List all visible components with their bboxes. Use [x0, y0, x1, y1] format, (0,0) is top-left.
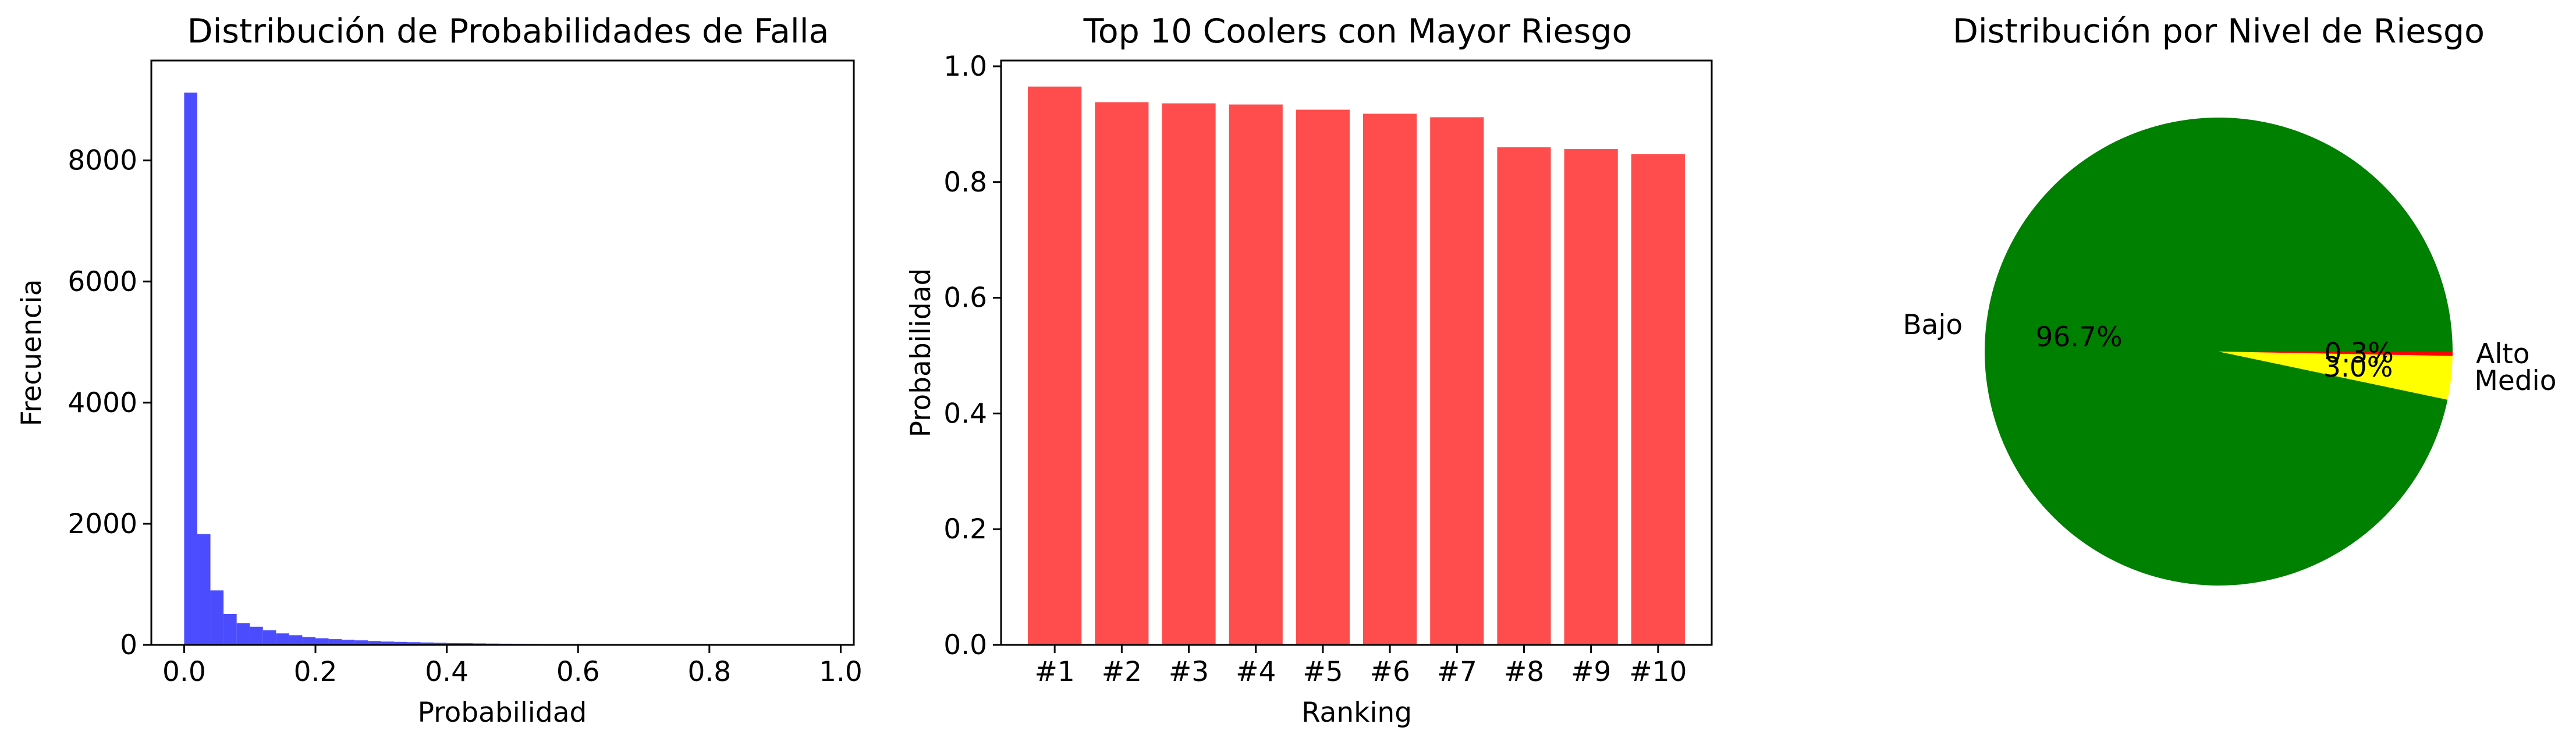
histogram-bar	[315, 638, 329, 645]
histogram-plot-frame	[150, 59, 855, 646]
pie-percent-label: 3.0%	[2323, 352, 2393, 384]
bar-chart-y-ticks: 0.0 0.2 0.4 0.6 0.8 1.0	[943, 51, 1001, 661]
bar	[1296, 109, 1350, 645]
x-tick-label: #9	[1571, 656, 1611, 688]
y-tick-label: 8000	[68, 145, 137, 177]
histogram-bar	[262, 630, 276, 645]
histogram-bar	[289, 635, 303, 645]
histogram-bar	[381, 641, 395, 645]
histogram-bar	[236, 623, 250, 645]
histogram-x-ticks: 0.0 0.2 0.4 0.6 0.8 1.0	[162, 645, 863, 688]
bar	[1028, 86, 1082, 645]
y-tick-label: 6000	[68, 266, 137, 298]
x-tick-label: #8	[1504, 656, 1544, 688]
x-tick-label: #6	[1369, 656, 1410, 688]
bar	[1430, 117, 1484, 645]
pie-category-label: Alto	[2476, 338, 2529, 370]
x-tick-label: 0.4	[425, 656, 469, 688]
y-tick-label: 0.8	[943, 166, 987, 198]
histogram-bar	[184, 93, 197, 645]
y-tick-label: 0.0	[943, 629, 987, 661]
x-tick-label: 0.8	[687, 656, 731, 688]
bar	[1564, 149, 1618, 645]
histogram-bar	[302, 637, 316, 645]
y-tick-label: 0.6	[943, 282, 987, 314]
x-tick-label: #7	[1437, 656, 1477, 688]
histogram-panel: Distribución de Probabilidades de Falla …	[16, 12, 863, 729]
histogram-bar	[446, 643, 460, 645]
histogram-bar	[342, 640, 355, 645]
pie-chart-labels: Bajo 96.7% Medio 3.0% Alto 0.3%	[1903, 309, 2556, 397]
x-tick-label: #5	[1303, 656, 1343, 688]
histogram-bar	[407, 642, 421, 645]
histogram-bar	[368, 641, 381, 645]
histogram-bar	[197, 534, 211, 645]
x-tick-label: #1	[1035, 656, 1075, 688]
pie-percent-label: 0.3%	[2324, 337, 2393, 369]
bar-chart-x-label: Ranking	[1301, 697, 1412, 729]
x-tick-label: 0.0	[162, 656, 206, 688]
pie-chart-title: Distribución por Nivel de Riesgo	[1953, 12, 2485, 51]
histogram-y-ticks: 0 2000 4000 6000 8000	[68, 145, 151, 661]
bar	[1631, 154, 1685, 645]
x-tick-label: #10	[1629, 656, 1687, 688]
pie-category-label: Bajo	[1903, 309, 1963, 341]
bar	[1162, 103, 1216, 645]
x-tick-label: 0.2	[294, 656, 338, 688]
histogram-bar	[394, 641, 407, 645]
pie-chart-panel: Distribución por Nivel de Riesgo Bajo 96.…	[1903, 12, 2557, 586]
x-tick-label: 1.0	[819, 656, 863, 688]
histogram-bar	[420, 642, 434, 645]
histogram-bar	[434, 643, 447, 645]
histogram-x-label: Probabilidad	[418, 697, 587, 729]
bar-chart-bars	[1028, 86, 1685, 645]
bar	[1363, 113, 1417, 645]
y-tick-label: 4000	[68, 387, 137, 419]
histogram-bar	[354, 640, 368, 645]
pie-slice	[2219, 352, 2453, 400]
bar	[1095, 102, 1149, 645]
bar-chart-y-label: Probabilidad	[905, 268, 937, 438]
pie-chart-slices	[1985, 118, 2453, 586]
y-tick-label: 0.4	[943, 398, 987, 430]
pie-slice	[2219, 352, 2453, 356]
histogram-bar	[276, 633, 289, 645]
x-tick-label: 0.6	[556, 656, 600, 688]
x-tick-label: #3	[1169, 656, 1209, 688]
histogram-bars	[184, 93, 841, 645]
y-tick-label: 0	[120, 629, 137, 661]
pie-slice	[1985, 118, 2453, 586]
x-tick-label: #2	[1102, 656, 1142, 688]
bar-chart-panel: Top 10 Coolers con Mayor Riesgo #1 #2 #3 #4…	[905, 12, 1713, 729]
y-tick-label: 0.2	[943, 513, 987, 545]
pie-category-label: Medio	[2474, 365, 2556, 397]
y-tick-label: 1.0	[943, 51, 987, 83]
pie-percent-label: 96.7%	[2035, 321, 2122, 353]
bar	[1229, 104, 1283, 645]
histogram-title: Distribución de Probabilidades de Falla	[187, 12, 829, 51]
histogram-bar	[328, 639, 342, 645]
bar-chart-plot-frame	[1000, 59, 1713, 646]
histogram-y-label: Frecuencia	[16, 279, 48, 427]
histogram-bar	[223, 613, 237, 645]
bar-chart-title: Top 10 Coolers con Mayor Riesgo	[1083, 12, 1633, 51]
x-tick-label: #4	[1236, 656, 1276, 688]
histogram-bar	[250, 626, 263, 645]
histogram-bar	[210, 590, 224, 645]
y-tick-label: 2000	[68, 508, 137, 540]
bar-chart-x-ticks: #1 #2 #3 #4 #5 #6 #7 #8 #9 #10	[1035, 645, 1687, 688]
bar	[1497, 147, 1551, 645]
